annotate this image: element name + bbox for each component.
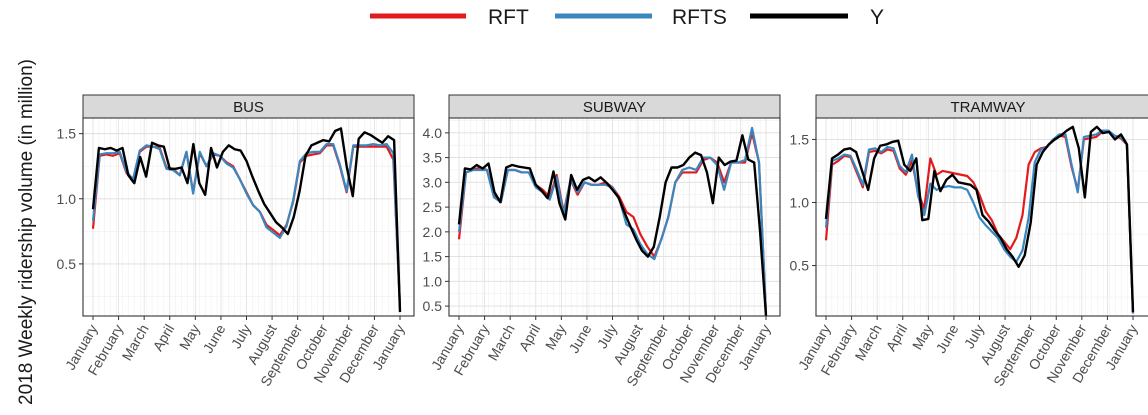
x-tick-label: April [149, 322, 177, 354]
x-tick-label: March [851, 322, 884, 364]
y-tick-label: 3.5 [423, 150, 443, 166]
y-tick-label: 1.0 [790, 194, 810, 210]
legend-label-rft: RFT [488, 6, 529, 29]
y-tick-label: 0.5 [790, 258, 810, 274]
y-tick-label: 1.5 [57, 126, 77, 142]
y-tick-label: 1.0 [57, 191, 77, 207]
series-line-y-tramway [824, 125, 1135, 313]
legend-item-rfts: RFTS [555, 6, 727, 29]
x-tick-label: June [199, 321, 228, 355]
x-tick-label: July [594, 322, 620, 352]
x-tick-label: June [565, 321, 594, 355]
y-tick-label: 2.0 [423, 224, 443, 240]
legend-label-rfts: RFTS [672, 6, 727, 29]
panel-tramway: TRAMWAY0.51.01.5JanuaryFebruaryMarchApri… [790, 94, 1148, 389]
legend-label-y: Y [870, 6, 884, 29]
x-tick-label: March [118, 322, 151, 364]
x-tick-label: March [484, 322, 517, 364]
panel-bus: BUS0.51.01.5JanuaryFebruaryMarchAprilMay… [57, 94, 415, 389]
y-tick-label: 2.5 [423, 199, 443, 215]
x-tick-label: June [932, 321, 961, 355]
legend-item-y: Y [750, 6, 884, 29]
chart-legend: RFT RFTS Y [370, 6, 884, 29]
y-tick-label: 3.0 [423, 174, 443, 190]
y-axis-label: 2018 Weekly ridership volume (in million… [16, 59, 37, 405]
y-tick-label: 1.5 [423, 249, 443, 265]
plot-area-bus [83, 118, 414, 316]
panel-border-bus [82, 117, 415, 317]
plot-area-tramway [816, 118, 1148, 316]
x-tick-label: July [228, 322, 254, 352]
plot-background-tramway [816, 118, 1148, 316]
y-tick-label: 1.0 [423, 273, 443, 289]
panel-border-subway [448, 117, 781, 317]
x-tick-label: April [515, 322, 543, 354]
legend-item-rft: RFT [370, 6, 529, 29]
y-tick-label: 1.5 [790, 131, 810, 147]
plot-area-subway [449, 118, 780, 316]
panel-title-subway: SUBWAY [583, 99, 646, 116]
chart-panels: BUS0.51.01.5JanuaryFebruaryMarchAprilMay… [57, 94, 1148, 389]
panel-border-tramway [815, 117, 1148, 317]
x-tick-label: April [882, 322, 910, 354]
y-tick-label: 0.5 [423, 298, 443, 314]
panel-title-tramway: TRAMWAY [951, 99, 1026, 116]
y-tick-label: 4.0 [423, 125, 443, 141]
series-line-y-bus [91, 127, 402, 313]
series-line-y-subway [457, 134, 768, 316]
panel-subway: SUBWAY0.51.01.52.02.53.03.54.0JanuaryFeb… [423, 94, 781, 389]
series-line-rfts-subway [457, 126, 768, 314]
x-tick-label: July [961, 322, 987, 352]
y-tick-label: 0.5 [57, 256, 77, 272]
panel-title-bus: BUS [233, 99, 264, 116]
